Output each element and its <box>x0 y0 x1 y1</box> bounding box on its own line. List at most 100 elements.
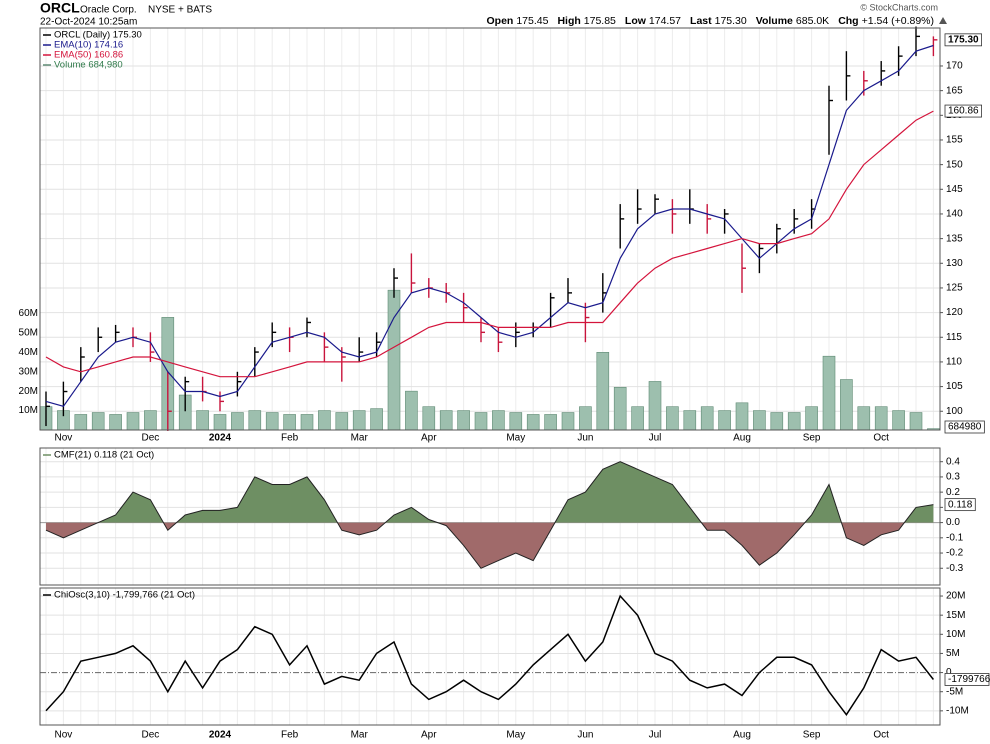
y-tick-label: 155 <box>946 135 963 146</box>
volume-bar <box>909 412 923 431</box>
volume-bar <box>492 410 505 431</box>
last-value-box <box>944 498 976 512</box>
volume-bar <box>144 410 157 431</box>
volume-bar <box>596 352 610 431</box>
y-tick-label: -0.1 <box>946 532 964 543</box>
y-tick-label: -10M <box>946 705 969 716</box>
y-tick-label: 115 <box>946 332 962 343</box>
y-tick-label: 5M <box>946 648 960 659</box>
positive-area <box>98 461 934 523</box>
volume-bar <box>613 386 627 431</box>
ema-line <box>45 110 934 378</box>
x-tick-label: 2024 <box>209 433 232 444</box>
volume-bar <box>805 406 818 431</box>
x-tick-label: Feb <box>281 730 299 741</box>
y-tick-label: 105 <box>946 381 963 392</box>
volume-bar <box>213 414 227 431</box>
collapse-arrow[interactable] <box>939 17 947 24</box>
volume-bar <box>370 408 383 431</box>
volume-bar <box>318 410 331 431</box>
y2-tick-label: 50M <box>19 328 38 339</box>
x-tick-label: Jul <box>649 433 662 444</box>
volume-bar <box>648 381 662 431</box>
quote-label: High <box>557 15 580 27</box>
x-tick-label: Aug <box>733 433 751 444</box>
legend-label: ChiOsc(3,10) -1,799,766 (21 Oct) <box>54 590 195 601</box>
volume-bar <box>579 406 592 431</box>
x-tick-label: May <box>506 433 525 444</box>
volume-bar <box>74 414 88 431</box>
y-tick-label: 20M <box>946 591 965 602</box>
volume-bar <box>474 412 488 431</box>
volume-bar <box>735 402 749 431</box>
volume-bar <box>457 410 470 431</box>
indicator-line <box>45 461 934 569</box>
last-value-label: -1799766 <box>948 674 990 685</box>
volume-bar <box>787 412 801 431</box>
quote-value: 175.45 <box>516 15 548 27</box>
volume-bar <box>509 412 523 431</box>
volume-bar <box>561 412 575 431</box>
volume-bar <box>439 410 453 431</box>
x-tick-label: Aug <box>733 730 751 741</box>
y2-tick-label: 20M <box>19 386 38 397</box>
volume-bar <box>196 410 209 431</box>
volume-bar <box>840 379 853 431</box>
volume-bar <box>91 412 105 431</box>
quote-value: 175.85 <box>584 15 616 27</box>
symbol: ORCL <box>40 0 80 16</box>
quote: Open 175.45 High 175.85 Low 174.57 Last 175.30 V… <box>486 15 934 27</box>
y-tick-label: 0.0 <box>946 517 960 528</box>
volume-bar <box>753 410 766 431</box>
quote-value: 175.30 <box>715 15 747 27</box>
y-tick-label: 0.3 <box>946 472 960 483</box>
x-tick-label: Jun <box>577 433 593 444</box>
y-tick-label: 10M <box>946 629 965 640</box>
y-tick-label: 165 <box>946 85 963 96</box>
volume-bar <box>335 412 349 431</box>
y-tick-label: 125 <box>946 283 963 294</box>
ema-line <box>45 44 934 407</box>
quote-label: Last <box>690 15 712 27</box>
volume-bar <box>248 410 262 431</box>
y-tick-label: 0.4 <box>946 456 960 467</box>
y-tick-label: 0 <box>946 667 952 678</box>
y-tick-label: 120 <box>946 307 963 318</box>
last-value-label: 0.118 <box>948 499 973 510</box>
x-tick-label: 2024 <box>209 730 232 741</box>
y-tick-label: -0.3 <box>946 563 964 574</box>
last-value-box <box>944 33 982 47</box>
quote-label: Volume <box>756 15 793 27</box>
panel-frame <box>39 447 941 586</box>
x-tick-label: Sep <box>803 433 821 444</box>
x-tick-label: Mar <box>351 730 369 741</box>
y2-tick-label: 30M <box>19 366 38 377</box>
quote-value: 685.0K <box>796 15 829 27</box>
volume-bar <box>544 414 557 431</box>
y-tick-label: 110 <box>946 357 962 368</box>
x-tick-label: Feb <box>281 433 299 444</box>
volume-bar <box>892 410 905 431</box>
x-tick-label: Apr <box>421 433 437 444</box>
y-tick-label: 100 <box>946 406 963 417</box>
volume-bar <box>300 414 314 431</box>
negative-area <box>46 522 934 569</box>
volume-bar <box>265 412 279 431</box>
x-tick-label: Sep <box>803 730 821 741</box>
panel-frame <box>39 587 941 726</box>
x-tick-label: Dec <box>142 730 160 741</box>
quote-value: +1.54 (+0.89%) <box>862 15 934 27</box>
volume-bar <box>631 406 644 431</box>
y-tick-label: 140 <box>946 209 963 220</box>
y-tick-label: 135 <box>946 233 963 244</box>
last-value-label: 684980 <box>948 422 982 433</box>
y-tick-label: -5M <box>946 686 963 697</box>
last-value-box <box>944 104 982 118</box>
y2-tick-label: 10M <box>19 405 38 416</box>
x-tick-label: Dec <box>142 433 160 444</box>
x-tick-label: Oct <box>873 433 889 444</box>
legend-label: EMA(50) 160.86 <box>54 50 123 61</box>
y-tick-label: -0.2 <box>946 548 964 559</box>
volume-bar <box>405 390 418 431</box>
